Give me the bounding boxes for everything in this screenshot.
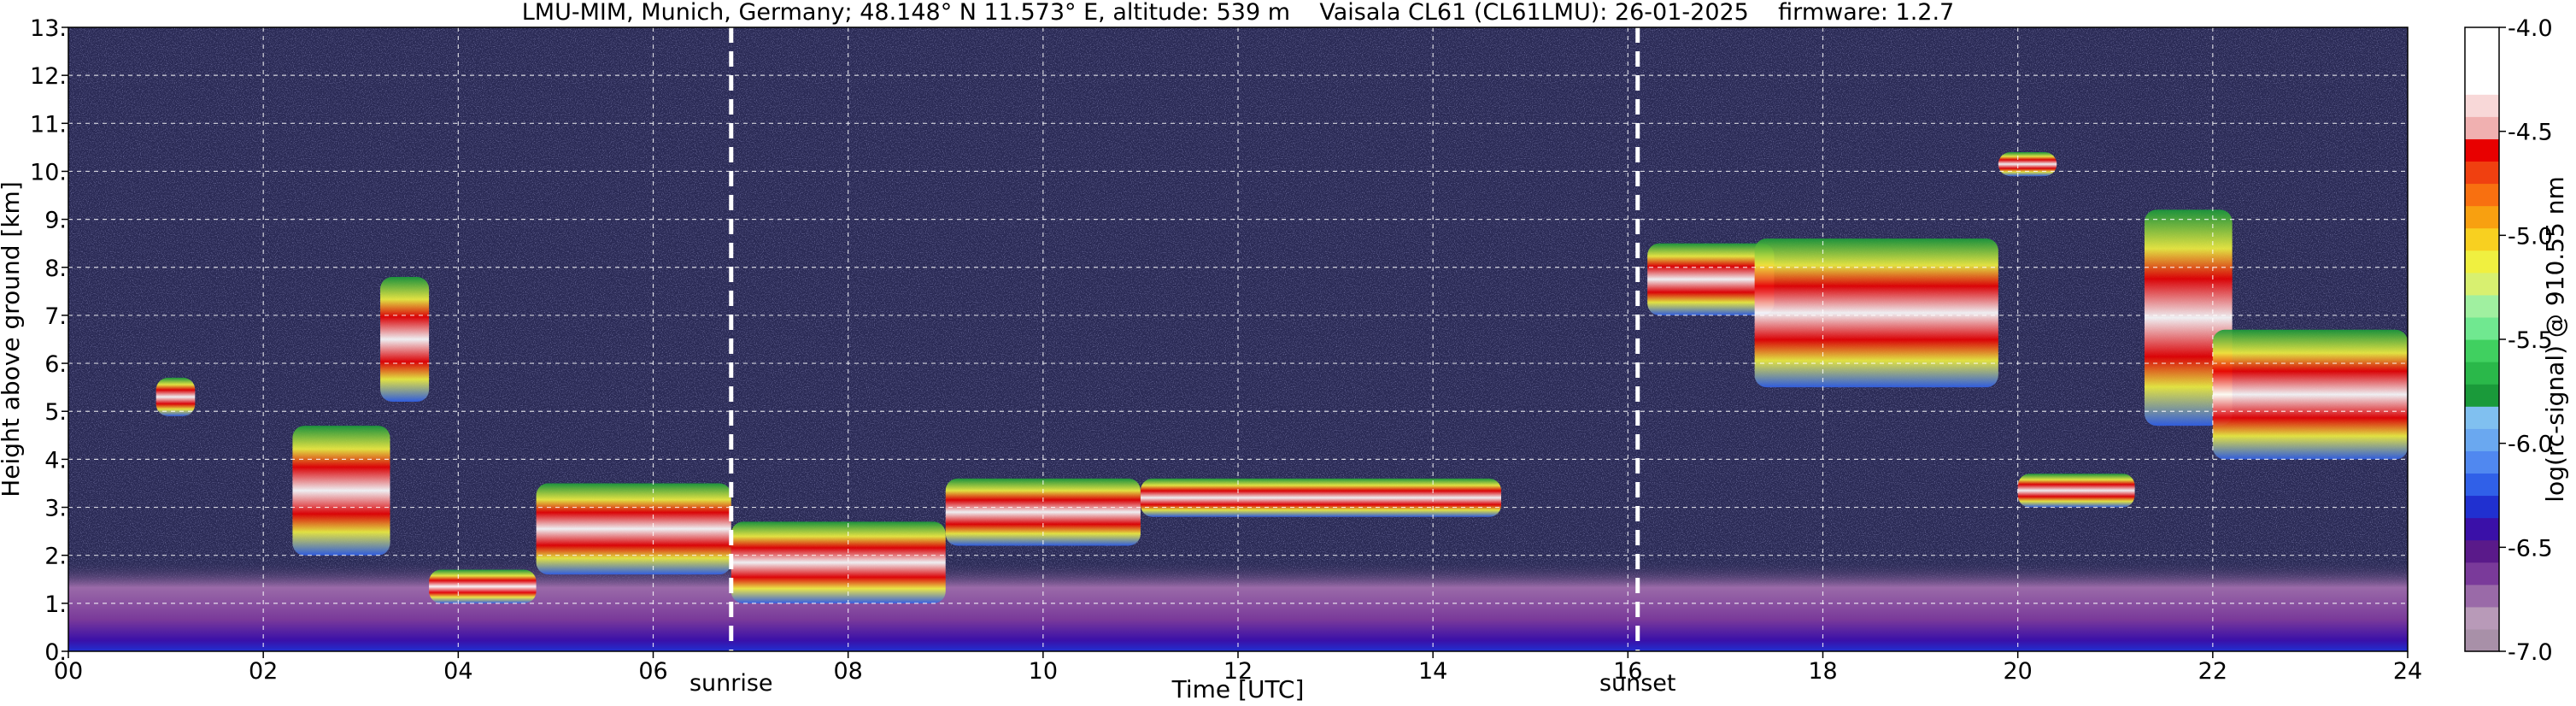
cloud-layer-6 <box>945 478 1141 546</box>
colorbar-segment <box>2465 183 2499 207</box>
colorbar-segment <box>2465 294 2499 318</box>
colorbar-segment <box>2465 539 2499 563</box>
colorbar-segment <box>2465 138 2499 162</box>
cloud-layer-3 <box>429 569 537 603</box>
colorbar-segment <box>2465 339 2499 362</box>
colorbar-segment <box>2465 272 2499 296</box>
colorbar-tick-label: -4.5 <box>2508 120 2553 146</box>
cloud-layer-7 <box>1140 478 1502 517</box>
colorbar-tick-label: -6.5 <box>2508 535 2553 562</box>
x-tick-label: 18 <box>1808 658 1837 685</box>
cloud-layer-4 <box>536 483 731 575</box>
colorbar-segment <box>2465 562 2499 585</box>
x-tick-label: 04 <box>443 658 472 685</box>
colorbar-segment <box>2465 205 2499 229</box>
sun-markers: sunrise sunset <box>689 27 1676 697</box>
x-axis-label: Time [UTC] <box>1171 675 1305 703</box>
colorbar-segment <box>2465 517 2499 541</box>
colorbar: -7.0 -6.5 -6.0 -5.5 -5.0 -4.5 -4.0 <box>2464 15 2553 666</box>
colorbar-tick-label: -4.0 <box>2508 15 2553 42</box>
x-tick-label: 00 <box>54 658 83 685</box>
colorbar-segment <box>2465 628 2499 652</box>
colorbar-segment <box>2465 606 2499 630</box>
y-axis-label: Height above ground [km] <box>0 181 25 497</box>
colorbar-segment <box>2465 27 2499 50</box>
x-tick-label: 02 <box>249 658 278 685</box>
colorbar-segment <box>2465 94 2499 117</box>
cloud-layer-0 <box>155 377 196 416</box>
y-tick-label: 9. <box>44 208 67 234</box>
y-tick-label: 4. <box>44 447 67 474</box>
y-tick-label: 12. <box>30 63 67 90</box>
colorbar-segment <box>2465 161 2499 185</box>
colorbar-segment <box>2465 406 2499 429</box>
y-tick-label: 0. <box>44 639 67 666</box>
cloud-layer-8 <box>1647 243 1775 315</box>
y-tick-label: 1. <box>44 591 67 618</box>
colorbar-segment <box>2465 584 2499 608</box>
colorbar-segment <box>2465 473 2499 497</box>
colorbar-tick-label: -7.0 <box>2508 639 2553 666</box>
grid-lines <box>68 27 2408 651</box>
x-tick-label: 06 <box>638 658 667 685</box>
x-tick-label: 24 <box>2393 658 2422 685</box>
y-tick-label: 7. <box>44 303 67 330</box>
colorbar-tick-label: -6.0 <box>2508 432 2553 458</box>
colorbar-segment <box>2465 450 2499 474</box>
sunrise-label: sunrise <box>689 670 773 697</box>
x-tick-label: 14 <box>1418 658 1447 685</box>
colorbar-segment <box>2465 116 2499 139</box>
cloud-layer-12 <box>2144 209 2233 427</box>
colorbar-tick-label: -5.0 <box>2508 223 2553 250</box>
cloud-layer-1 <box>292 426 390 556</box>
y-tick-label: 8. <box>44 256 67 282</box>
x-tick-label: 08 <box>833 658 862 685</box>
cloud-layer-11 <box>1998 152 2057 177</box>
x-tick-label: 22 <box>2198 658 2227 685</box>
y-tick-label: 5. <box>44 399 67 426</box>
sunset-label: sunset <box>1599 670 1676 697</box>
colorbar-segment <box>2465 250 2499 274</box>
x-axis-ticks: 00 02 04 06 08 10 12 14 16 18 20 22 24 <box>54 651 2422 685</box>
colorbar-segment <box>2465 362 2499 385</box>
x-tick-label: 16 <box>1613 658 1642 685</box>
x-tick-label: 10 <box>1029 658 1058 685</box>
colorbar-segment <box>2465 227 2499 251</box>
y-tick-label: 3. <box>44 496 67 522</box>
cloud-layer-13 <box>2212 329 2408 460</box>
chart-title: LMU-MIM, Munich, Germany; 48.148° N 11.5… <box>522 0 1955 26</box>
y-tick-label: 13. <box>30 15 67 42</box>
colorbar-segment <box>2465 72 2499 95</box>
y-tick-label: 10. <box>30 159 67 185</box>
y-axis-ticks: 0. 1. 2. 3. 4. 5. 6. 7. 8. 9. 10. 11. 12. 13. <box>30 15 68 666</box>
cloud-layer-9 <box>1754 238 1998 388</box>
colorbar-segment <box>2465 495 2499 519</box>
x-tick-label: 12 <box>1223 658 1253 685</box>
colorbar-segment <box>2465 428 2499 451</box>
colorbar-segment <box>2465 384 2499 407</box>
colorbar-segment <box>2465 50 2499 73</box>
y-tick-label: 2. <box>44 544 67 570</box>
colorbar-segment <box>2465 316 2499 340</box>
colorbar-label: log(rc-signal) @ 910.55 nm <box>2541 176 2569 502</box>
y-tick-label: 11. <box>30 111 67 138</box>
y-tick-label: 6. <box>44 351 67 378</box>
cloud-layer-2 <box>380 277 430 402</box>
colorbar-tick-label: -5.5 <box>2508 327 2553 354</box>
x-tick-label: 20 <box>2003 658 2032 685</box>
cloud-layer-10 <box>2017 474 2135 508</box>
cloud-layer-5 <box>731 521 946 603</box>
